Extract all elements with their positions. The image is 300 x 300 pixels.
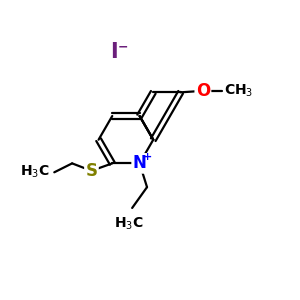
Text: H$_3$C: H$_3$C (114, 215, 144, 232)
Text: H$_3$C: H$_3$C (20, 164, 50, 181)
Text: N: N (133, 154, 146, 172)
Text: I: I (110, 42, 118, 62)
Text: S: S (85, 162, 98, 180)
Text: CH$_3$: CH$_3$ (224, 82, 253, 99)
Text: +: + (143, 152, 152, 162)
Text: −: − (118, 40, 128, 53)
Text: O: O (196, 82, 210, 100)
